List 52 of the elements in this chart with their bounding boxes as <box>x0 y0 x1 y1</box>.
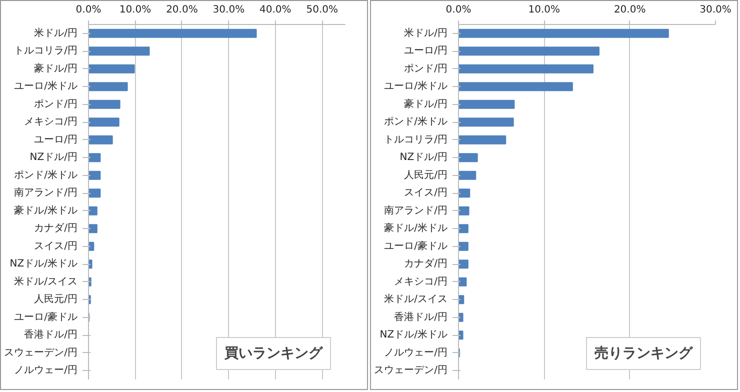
x-tick-label: 30.0% <box>212 4 245 16</box>
y-tick-label: ユーロ/豪ドル <box>384 240 448 252</box>
x-tick-label: 20.0% <box>614 4 646 16</box>
y-tick-label: ノルウェー/円 <box>384 347 448 358</box>
y-tick-label: NZドル/米ドル <box>380 328 448 341</box>
y-tick-label: 南アランド/円 <box>384 204 448 216</box>
y-tick-label: ポンド/円 <box>404 63 448 74</box>
y-tick-label: 米ドル/スイス <box>14 275 78 288</box>
y-tick-label: NZドル/円 <box>30 152 78 164</box>
y-tick-label: カナダ/円 <box>34 222 78 234</box>
y-tick-label: ユーロ/米ドル <box>14 80 78 92</box>
y-tick-label: スイス/円 <box>404 188 448 199</box>
y-tick-label: NZドル/米ドル <box>10 258 78 270</box>
y-tick-label: 人民元/円 <box>34 294 78 306</box>
y-tick-label: ポンド/円 <box>34 98 78 110</box>
x-tick-label: 10.0% <box>528 4 560 16</box>
y-tick-label: 香港ドル/円 <box>394 310 448 323</box>
y-tick-label: トルコリラ/円 <box>384 134 448 146</box>
y-tick-label: スウェーデン/円 <box>374 365 448 376</box>
y-tick-label: 豪ドル/円 <box>404 98 448 110</box>
y-tick-label: ポンド/米ドル <box>14 168 78 181</box>
x-tick-label: 40.0% <box>260 4 292 16</box>
x-tick-label: 20.0% <box>166 4 198 16</box>
x-tick-label: 50.0% <box>306 4 338 16</box>
y-tick-label: 米ドル/円 <box>34 26 78 39</box>
x-tick-label: 0.0% <box>76 4 102 16</box>
y-tick-label: メキシコ/円 <box>394 276 448 288</box>
text: 売りランキング <box>594 346 694 362</box>
y-tick-label: ポンド/米ドル <box>384 116 448 128</box>
y-tick-label: スイス/円 <box>34 240 78 252</box>
y-tick-label: 豪ドル/米ドル <box>384 222 448 234</box>
x-tick-label: 10.0% <box>119 4 152 16</box>
y-tick-label: ユーロ/円 <box>404 46 448 57</box>
text: 買いランキング <box>224 346 324 362</box>
y-tick-label: 米ドル/スイス <box>384 293 448 306</box>
y-tick-label: スウェーデン/円 <box>4 347 78 358</box>
y-tick-label: 南アランド/円 <box>14 186 78 199</box>
y-tick-label: ユーロ/米ドル <box>384 80 448 92</box>
y-tick-label: ユーロ/円 <box>34 134 78 146</box>
y-tick-label: 豪ドル/円 <box>34 62 78 74</box>
y-tick-label: ユーロ/豪ドル <box>14 310 78 323</box>
y-tick-label: トルコリラ/円 <box>14 46 78 57</box>
y-tick-label: 人民元/円 <box>404 170 448 181</box>
y-tick-label: カナダ/円 <box>404 258 448 270</box>
x-tick-label: 30.0% <box>700 4 732 16</box>
y-tick-label: NZドル/円 <box>400 152 448 164</box>
x-tick-label: 0.0% <box>446 4 472 16</box>
y-tick-label: 香港ドル/円 <box>24 328 78 341</box>
y-tick-label: 米ドル/円 <box>404 26 448 39</box>
y-tick-label: ノルウェー/円 <box>14 365 78 376</box>
y-tick-label: メキシコ/円 <box>24 116 78 128</box>
y-tick-label: 豪ドル/米ドル <box>14 204 78 216</box>
